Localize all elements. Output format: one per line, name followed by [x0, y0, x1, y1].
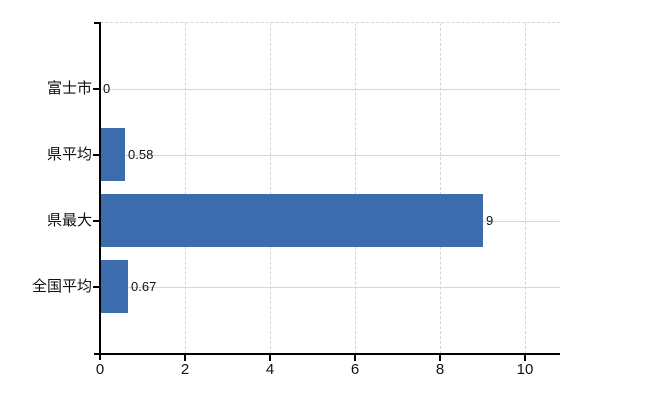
gridline-vertical [270, 23, 271, 354]
y-axis-tick [93, 286, 100, 288]
plot-area: 0 0.58 9 0.67 [100, 22, 560, 354]
bar-value-label: 0 [103, 81, 111, 96]
y-axis-category-label: 県平均 [46, 146, 92, 163]
gridline-vertical [525, 23, 526, 354]
x-axis-tick-label: 8 [435, 361, 445, 378]
plot-top-border [100, 22, 560, 23]
y-axis-category-label: 県最大 [46, 212, 92, 229]
y-axis-category-label: 全国平均 [31, 278, 92, 295]
y-axis-line [99, 22, 101, 360]
bar-value-label: 0.58 [128, 147, 154, 162]
gridline-vertical [185, 23, 186, 354]
gridline-vertical [440, 23, 441, 354]
gridline-horizontal [100, 287, 560, 288]
x-axis-tick-label: 4 [265, 361, 275, 378]
x-axis-tick-label: 0 [95, 361, 105, 378]
x-axis-tick [269, 355, 271, 361]
y-axis-tick [93, 154, 100, 156]
bar [100, 260, 128, 313]
y-axis-category-label: 富士市 [46, 80, 92, 97]
y-axis-tick [93, 220, 100, 222]
x-axis-tick-label: 6 [350, 361, 360, 378]
x-axis-tick [524, 355, 526, 361]
gridline-horizontal [100, 155, 560, 156]
bar-value-label: 0.67 [131, 279, 157, 294]
x-axis-tick [354, 355, 356, 361]
bar-value-label: 9 [486, 213, 494, 228]
gridline-horizontal [100, 89, 560, 90]
y-axis-end-tick [94, 22, 100, 24]
bar [100, 194, 483, 247]
y-axis-tick [93, 88, 100, 90]
x-axis-tick [184, 355, 186, 361]
x-axis-tick [439, 355, 441, 361]
x-axis-tick-label: 2 [180, 361, 190, 378]
bar [100, 128, 125, 181]
x-axis-tick-label: 10 [516, 361, 534, 378]
gridline-vertical [355, 23, 356, 354]
x-axis-line [94, 353, 560, 355]
